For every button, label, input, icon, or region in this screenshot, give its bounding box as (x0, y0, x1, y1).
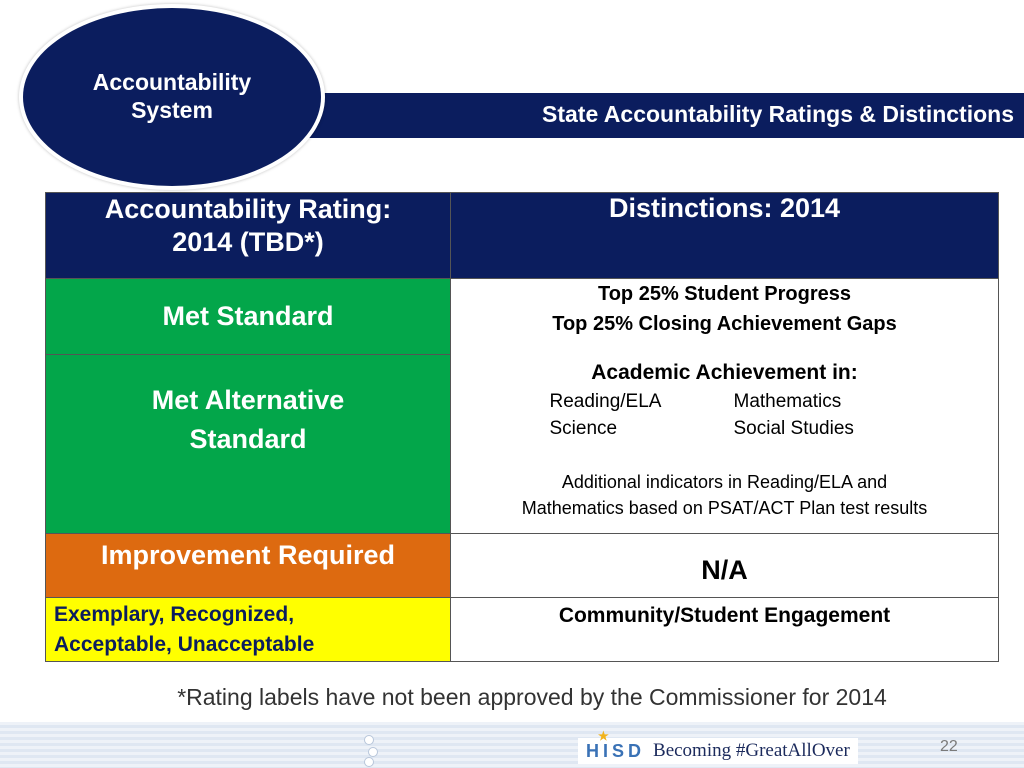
subject-math: Mathematics (733, 391, 842, 412)
footnote: *Rating labels have not been approved by… (177, 684, 887, 710)
slide-number: 22 (940, 738, 958, 755)
star-icon: ★ (598, 728, 609, 743)
improvement-required-cell: Improvement Required (45, 533, 451, 598)
rating-column-header: Accountability Rating: 2014 (TBD*) (45, 192, 451, 279)
legacy-line-2: Acceptable, Unacceptable (54, 633, 315, 656)
community-engagement-cell: Community/Student Engagement (450, 597, 999, 662)
distinctions-list-cell: Top 25% Student Progress Top 25% Closing… (450, 278, 999, 534)
additional-indicators: Additional indicators in Reading/ELA and… (451, 469, 998, 521)
footer-strip (0, 722, 1024, 768)
top-progress-distinction: Top 25% Student Progress (597, 283, 851, 305)
met-alternative-standard-cell: Met Alternative Standard (45, 354, 451, 534)
slide-title: State Accountability Ratings & Distincti… (542, 101, 1014, 127)
academic-achievement-title: Academic Achievement in: (591, 361, 858, 384)
hisd-logo: ★ HISD (586, 729, 646, 762)
distinctions-column-header: Distinctions: 2014 (450, 192, 999, 279)
badge-label: Accountability System (23, 68, 321, 124)
badge-line-2: System (131, 97, 213, 123)
na-cell: N/A (450, 533, 999, 598)
ratings-table: Accountability Rating: 2014 (TBD*) Disti… (45, 192, 999, 662)
title-banner: State Accountability Ratings & Distincti… (300, 93, 1024, 138)
additional-line-1: Additional indicators in Reading/ELA and (561, 472, 888, 492)
section-badge: Accountability System (23, 8, 321, 186)
footer-brand: ★ HISD Becoming #GreatAllOver (578, 729, 858, 764)
subject-science: Science (549, 418, 618, 439)
badge-line-1: Accountability (92, 69, 252, 95)
hisd-logo-text: HISD (586, 740, 646, 761)
met-standard-cell: Met Standard (45, 278, 451, 355)
rating-header-line-2: 2014 (TBD*) (172, 227, 324, 257)
top-gaps-distinction: Top 25% Closing Achievement Gaps (552, 313, 897, 335)
subject-social-studies: Social Studies (733, 418, 854, 439)
footer-decoration (364, 735, 384, 767)
subject-list: Reading/ELA Mathematics Science Social S… (469, 388, 998, 442)
additional-line-2: Mathematics based on PSAT/ACT Plan test … (521, 498, 928, 518)
met-alternative-line-1: Met Alternative (151, 385, 345, 415)
rating-header-line-1: Accountability Rating: (104, 194, 392, 224)
legacy-ratings-cell: Exemplary, Recognized, Acceptable, Unacc… (45, 597, 451, 662)
tagline: Becoming #GreatAllOver (653, 740, 850, 761)
legacy-line-1: Exemplary, Recognized, (54, 603, 295, 626)
subject-reading: Reading/ELA (549, 391, 662, 412)
met-alternative-line-2: Standard (189, 424, 307, 454)
